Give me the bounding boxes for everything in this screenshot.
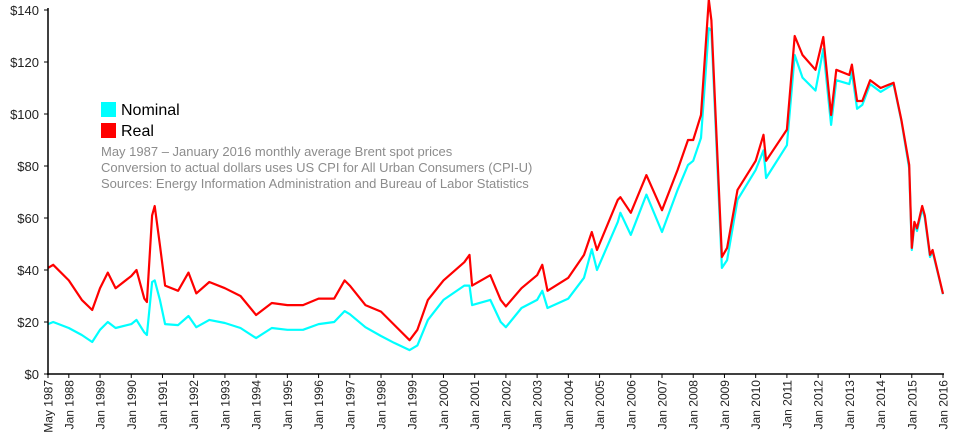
- chart-notes: May 1987 – January 2016 monthly average …: [101, 144, 532, 191]
- x-tick-label: Jan 2000: [437, 380, 451, 430]
- legend: Nominal Real: [101, 102, 180, 140]
- y-tick-label: $40: [17, 263, 39, 278]
- legend-swatch-real: [101, 123, 116, 138]
- legend-label-nominal: Nominal: [121, 102, 180, 119]
- x-tick-label: Jan 2014: [874, 380, 888, 430]
- y-tick-label: $60: [17, 211, 39, 226]
- y-tick-label: $100: [10, 107, 39, 122]
- x-tick-label: Jan 2008: [687, 380, 701, 430]
- x-tick-label: Jan 2010: [749, 380, 763, 430]
- note-conversion: Conversion to actual dollars uses US CPI…: [101, 160, 532, 175]
- y-axis-ticks: $0 $20 $40 $60 $80 $100 $120 $140: [10, 3, 48, 382]
- x-tick-label: Jan 1992: [187, 380, 201, 430]
- x-tick-label: Jan 1996: [312, 380, 326, 430]
- x-tick-label: Jan 2009: [718, 380, 732, 430]
- series-line-nominal: [47, 27, 945, 352]
- legend-label-real: Real: [121, 123, 154, 140]
- y-tick-label: $120: [10, 55, 39, 70]
- note-period: May 1987 – January 2016 monthly average …: [101, 144, 453, 159]
- x-tick-label: Jan 2003: [531, 380, 545, 430]
- x-tick-label: Jan 2004: [562, 380, 576, 430]
- x-axis-ticks: May 1987 Jan 1988 Jan 1989 Jan 1990 Jan 1991…: [42, 374, 951, 433]
- legend-swatch-nominal: [101, 102, 116, 117]
- note-sources: Sources: Energy Information Administrati…: [101, 176, 529, 191]
- x-tick-label: Jan 1999: [406, 380, 420, 430]
- y-tick-label: $80: [17, 159, 39, 174]
- x-tick-label: Jan 2002: [499, 380, 513, 430]
- x-tick-label: Jan 1998: [375, 380, 389, 430]
- x-tick-label: Jan 1988: [62, 380, 76, 430]
- x-tick-label: Jan 2007: [656, 380, 670, 430]
- x-tick-label: Jan 1995: [281, 380, 295, 430]
- x-tick-label: Jan 2015: [905, 380, 919, 430]
- y-tick-label: $0: [25, 367, 39, 382]
- y-tick-label: $140: [10, 3, 39, 18]
- x-tick-label: May 1987: [42, 380, 56, 433]
- x-tick-label: Jan 2011: [780, 380, 794, 429]
- x-tick-label: Jan 2012: [812, 380, 826, 430]
- x-tick-label: Jan 1997: [343, 380, 357, 430]
- y-tick-label: $20: [17, 315, 39, 330]
- series-lines: [47, 0, 945, 352]
- x-tick-label: Jan 2013: [843, 380, 857, 430]
- x-tick-label: Jan 1993: [218, 380, 232, 430]
- x-tick-label: Jan 2001: [468, 380, 482, 430]
- x-tick-label: Jan 2016: [937, 380, 951, 430]
- x-tick-label: Jan 1990: [125, 380, 139, 430]
- x-tick-label: Jan 1991: [156, 380, 170, 430]
- x-tick-label: Jan 1989: [94, 380, 108, 430]
- series-line-real: [47, 0, 945, 342]
- x-tick-label: Jan 2005: [593, 380, 607, 430]
- x-tick-label: Jan 2006: [624, 380, 638, 430]
- x-tick-label: Jan 1994: [250, 380, 264, 430]
